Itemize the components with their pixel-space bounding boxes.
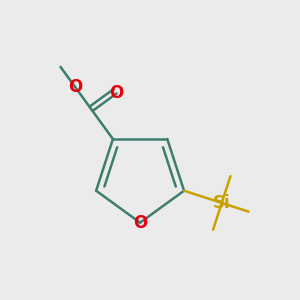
Text: Si: Si — [213, 194, 231, 212]
Text: O: O — [110, 85, 124, 103]
Text: O: O — [133, 214, 147, 232]
Text: O: O — [68, 78, 82, 96]
